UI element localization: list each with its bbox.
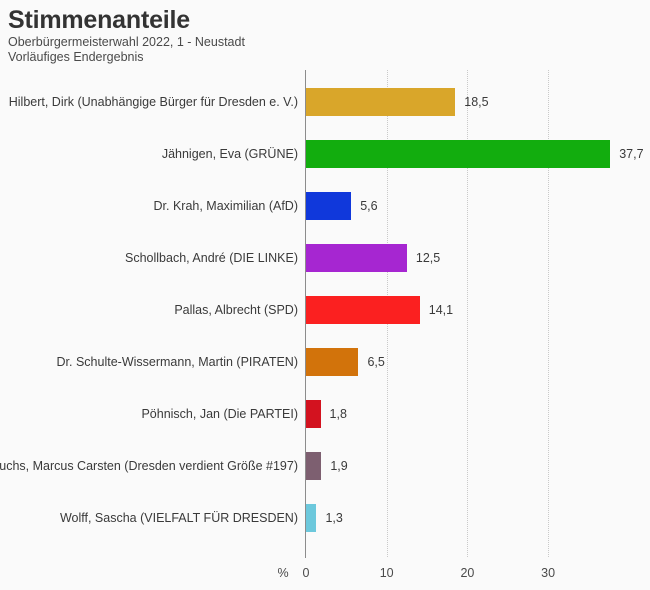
bar-row[interactable]: Schollbach, André (DIE LINKE) 12,5 [0, 243, 650, 273]
bar[interactable] [306, 400, 321, 428]
chart-subtitle-line-2: Vorläufiges Endergebnis [8, 50, 144, 64]
bar-category-label: Pallas, Albrecht (SPD) [174, 303, 298, 317]
bar-row[interactable]: Wolff, Sascha (VIELFALT FÜR DRESDEN) 1,3 [0, 503, 650, 533]
bar-category-label: Fuchs, Marcus Carsten (Dresden verdient … [0, 459, 298, 473]
bar[interactable] [306, 504, 317, 532]
x-axis-tick-label: 30 [541, 566, 556, 580]
x-axis-unit-label: % [277, 566, 289, 580]
bar-row[interactable]: Pöhnisch, Jan (Die PARTEI) 1,8 [0, 399, 650, 429]
bar-row[interactable]: Hilbert, Dirk (Unabhängige Bürger für Dr… [0, 87, 650, 117]
bar-value-label: 1,3 [325, 511, 343, 525]
x-axis-tick-label: 20 [460, 566, 475, 580]
x-axis-tick-label: 10 [379, 566, 394, 580]
bar-category-label: Hilbert, Dirk (Unabhängige Bürger für Dr… [8, 95, 298, 109]
bar-value-label: 1,8 [329, 407, 347, 421]
bar-value-label: 12,5 [415, 251, 441, 265]
bar-value-label: 14,1 [428, 303, 454, 317]
bar-value-label: 6,5 [367, 355, 385, 369]
bar-category-label: Wolff, Sascha (VIELFALT FÜR DRESDEN) [59, 511, 298, 525]
bar-value-label: 1,9 [330, 459, 348, 473]
bar-row[interactable]: Pallas, Albrecht (SPD) 14,1 [0, 295, 650, 325]
chart-subtitle-line-1: Oberbürgermeisterwahl 2022, 1 - Neustadt [8, 35, 245, 49]
bar-category-label: Schollbach, André (DIE LINKE) [125, 251, 298, 265]
bar-row[interactable]: Dr. Schulte-Wissermann, Martin (PIRATEN)… [0, 347, 650, 377]
x-axis-tick-label: 0 [302, 566, 310, 580]
bar-value-label: 5,6 [360, 199, 378, 213]
bar-row[interactable]: Dr. Krah, Maximilian (AfD) 5,6 [0, 191, 650, 221]
bar-category-label: Pöhnisch, Jan (Die PARTEI) [141, 407, 298, 421]
bar[interactable] [306, 140, 611, 168]
bar-value-label: 18,5 [464, 95, 489, 109]
y-axis-line [305, 70, 306, 558]
bar-row[interactable]: Jähnigen, Eva (GRÜNE) 37,7 [0, 139, 650, 169]
bar[interactable] [306, 452, 322, 480]
bar[interactable] [306, 88, 456, 116]
bar-category-label: Dr. Schulte-Wissermann, Martin (PIRATEN) [56, 355, 298, 369]
bar-category-label: Jähnigen, Eva (GRÜNE) [161, 147, 298, 161]
bar[interactable] [306, 244, 407, 272]
page-title: Stimmenanteile [8, 6, 190, 34]
chart-header: Stimmenanteile Oberbürgermeisterwahl 202… [8, 6, 488, 65]
x-axis: % 0 10 20 30 [0, 558, 650, 584]
bar-value-label: 37,7 [619, 147, 644, 161]
bar[interactable] [306, 296, 420, 324]
bar-category-label: Dr. Krah, Maximilian (AfD) [153, 199, 298, 213]
bar[interactable] [306, 348, 359, 376]
bar-row[interactable]: Fuchs, Marcus Carsten (Dresden verdient … [0, 451, 650, 481]
bar[interactable] [306, 192, 352, 220]
